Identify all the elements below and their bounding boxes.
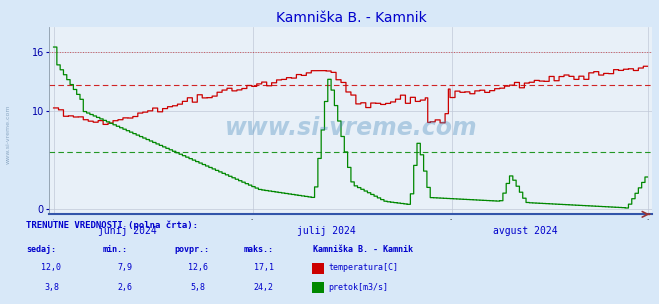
- Text: temperatura[C]: temperatura[C]: [328, 263, 398, 272]
- Text: sedaj:: sedaj:: [26, 245, 57, 254]
- Text: 3,8: 3,8: [44, 283, 59, 292]
- Text: junij 2024: junij 2024: [98, 226, 158, 237]
- Text: www.si-vreme.com: www.si-vreme.com: [5, 104, 11, 164]
- Text: www.si-vreme.com: www.si-vreme.com: [225, 116, 477, 140]
- Text: 24,2: 24,2: [254, 283, 273, 292]
- Text: 17,1: 17,1: [254, 263, 273, 272]
- Text: maks.:: maks.:: [244, 245, 274, 254]
- Text: julij 2024: julij 2024: [297, 226, 356, 237]
- Title: Kamniška B. - Kamnik: Kamniška B. - Kamnik: [275, 11, 426, 25]
- Text: 7,9: 7,9: [118, 263, 132, 272]
- Text: 5,8: 5,8: [190, 283, 205, 292]
- Text: 2,6: 2,6: [118, 283, 132, 292]
- Text: 12,6: 12,6: [188, 263, 208, 272]
- Text: avgust 2024: avgust 2024: [494, 226, 558, 237]
- Text: pretok[m3/s]: pretok[m3/s]: [328, 283, 388, 292]
- Text: Kamniška B. - Kamnik: Kamniška B. - Kamnik: [313, 245, 413, 254]
- Text: TRENUTNE VREDNOSTI (polna črta):: TRENUTNE VREDNOSTI (polna črta):: [26, 220, 198, 230]
- Text: 12,0: 12,0: [42, 263, 61, 272]
- Text: povpr.:: povpr.:: [175, 245, 210, 254]
- Text: min.:: min.:: [102, 245, 127, 254]
